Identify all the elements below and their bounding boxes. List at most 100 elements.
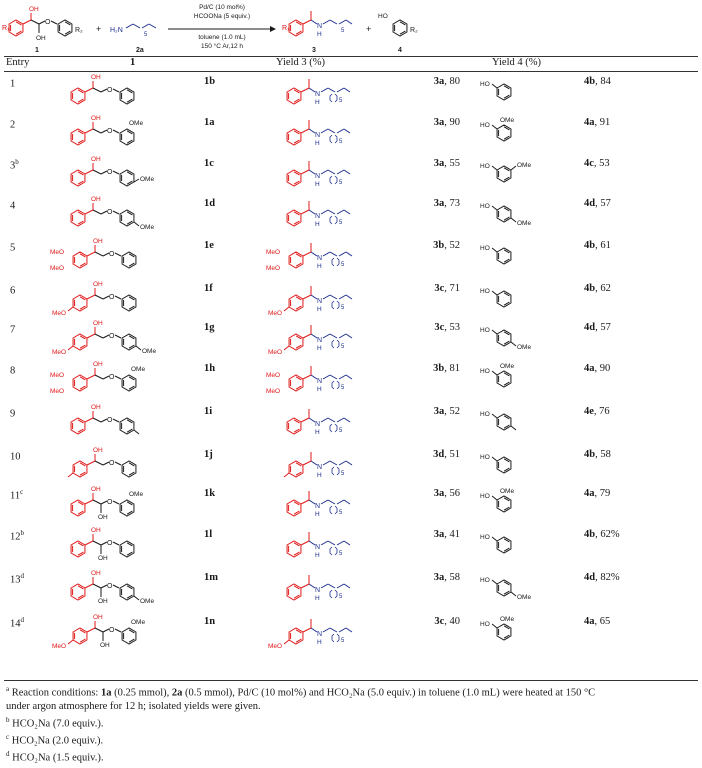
substrate-structure: MeO MeO OH O bbox=[50, 238, 137, 272]
table-row: 11c 1k 3a, 56 4a, 79 bbox=[0, 484, 702, 524]
atom-label: R₁ bbox=[282, 25, 290, 32]
atom-label: H bbox=[317, 31, 322, 38]
atom-label: 5 bbox=[339, 551, 343, 557]
atom-label: MeO bbox=[266, 249, 280, 256]
table-row: 5 1e 3b, 52 4b, 61 bbox=[0, 236, 702, 276]
atom-label: 4 bbox=[398, 47, 402, 54]
substrate-label: 1m bbox=[204, 572, 218, 583]
atom-label: OH bbox=[91, 486, 101, 493]
substrate-label: 1i bbox=[204, 406, 213, 417]
atom-label: HO bbox=[480, 122, 490, 129]
substrate-structure: OH O OMe bbox=[70, 115, 143, 146]
product-amine-structure: NH 5 bbox=[283, 452, 353, 479]
yield-4-cell: 4c, 53 bbox=[584, 158, 610, 169]
atom-label: O bbox=[109, 251, 115, 258]
substrate-label: 1f bbox=[204, 283, 213, 294]
product-amine-structure: NH 5 bbox=[286, 120, 351, 147]
product-amine-structure: NH 5 bbox=[286, 79, 351, 106]
atom-label: N bbox=[317, 631, 322, 638]
footnote-b: b HCO₂Na (7.0 equiv.). bbox=[6, 715, 104, 730]
atom-label: 5 bbox=[339, 510, 343, 516]
table-row: 10 1j 3d, 51 4b, 58 bbox=[0, 445, 702, 485]
product-phenol-structure: HO bbox=[480, 534, 512, 554]
atom-label: HO bbox=[480, 621, 490, 628]
atom-label: OH bbox=[93, 447, 103, 454]
atom-label: O bbox=[109, 333, 115, 340]
substrate-structure: MeO MeO OH O OMe bbox=[50, 361, 145, 395]
atom-label: OH bbox=[100, 642, 110, 649]
atom-label: HO bbox=[480, 368, 490, 375]
atom-label: R₁ bbox=[2, 25, 10, 32]
atom-label: HO bbox=[480, 245, 490, 252]
substrate-label: 1k bbox=[204, 488, 216, 499]
atom-label: HO bbox=[480, 81, 490, 88]
atom-label: 5 bbox=[341, 305, 345, 311]
atom-label: N bbox=[317, 255, 322, 262]
entry-cell: 6 bbox=[10, 285, 16, 297]
atom-label: OMe bbox=[500, 616, 514, 623]
atom-label: OMe bbox=[140, 224, 154, 231]
yield-4-cell: 4d, 57 bbox=[584, 322, 611, 333]
condition-text: 150 °C Ar,12 h bbox=[201, 42, 243, 50]
table-bottom-rule bbox=[4, 680, 698, 681]
entry-cell: 11c bbox=[10, 488, 24, 502]
atom-label: OH bbox=[29, 6, 39, 13]
atom-label: N bbox=[315, 544, 320, 551]
atom-label: H bbox=[315, 595, 320, 602]
yield-3-cell: 3a, 58 bbox=[433, 572, 460, 583]
atom-label: N bbox=[315, 587, 320, 594]
atom-label: OH bbox=[98, 598, 108, 605]
atom-label: 5 bbox=[339, 428, 343, 434]
atom-label: H bbox=[317, 639, 322, 646]
yield-3-cell: 3d, 51 bbox=[433, 449, 460, 460]
atom-label: OMe bbox=[500, 117, 514, 124]
atom-label: OH bbox=[91, 115, 101, 122]
entry-cell: 2 bbox=[10, 119, 16, 131]
atom-label: MeO bbox=[268, 349, 282, 356]
atom-label: 5 bbox=[341, 471, 345, 477]
product-phenol-structure: HO bbox=[480, 411, 517, 431]
atom-label: O bbox=[109, 460, 115, 467]
atom-label: OMe bbox=[500, 363, 514, 370]
product-amine-structure: MeO NH 5 bbox=[268, 619, 353, 650]
atom-label: OH bbox=[93, 281, 103, 288]
atom-label: MeO bbox=[50, 388, 64, 395]
atom-label: H bbox=[315, 99, 320, 106]
atom-label: OH bbox=[91, 156, 101, 163]
substrate-label: 1c bbox=[204, 158, 214, 169]
header-substrate: 1 bbox=[130, 57, 136, 68]
atom-label: N bbox=[315, 503, 320, 510]
atom-label: H bbox=[315, 221, 320, 228]
table-row: 1 1b 3a, 80 4b, 84 bbox=[0, 72, 702, 112]
atom-label: 5 bbox=[339, 180, 343, 186]
product-amine-structure: MeO MeO NH 5 bbox=[266, 243, 353, 272]
table-row: 2 1a 3a, 90 4a, 91 bbox=[0, 113, 702, 153]
product-amine-structure: MeO NH 5 bbox=[268, 325, 353, 356]
atom-label: H bbox=[315, 511, 320, 518]
atom-label: MeO bbox=[52, 310, 66, 317]
atom-label: 5 bbox=[339, 139, 343, 145]
atom-label: OH bbox=[93, 614, 103, 621]
header-entry: Entry bbox=[6, 57, 30, 68]
atom-label: MeO bbox=[50, 372, 64, 379]
entry-cell: 5 bbox=[10, 242, 16, 254]
product-phenol-structure: HO OMe bbox=[480, 117, 514, 142]
table-row: 14d 1n 3c, 40 4a, 65 bbox=[0, 612, 702, 652]
substrate-structure: OH OH O OMe bbox=[70, 486, 143, 521]
yield-3-cell: 3a, 56 bbox=[433, 488, 460, 499]
atom-label: H bbox=[317, 263, 322, 270]
atom-label: O bbox=[109, 627, 115, 634]
substrate-label: 1e bbox=[204, 240, 214, 251]
entry-cell: 13d bbox=[10, 572, 24, 586]
substrate-label: 1b bbox=[204, 76, 216, 87]
atom-label: MeO bbox=[50, 249, 64, 256]
product-amine-structure: NH 5 bbox=[286, 201, 351, 228]
atom-label: OH bbox=[93, 361, 103, 368]
atom-label: O bbox=[107, 209, 113, 216]
yield-4-cell: 4a, 65 bbox=[584, 616, 611, 627]
product-amine-structure: MeO NH 5 bbox=[268, 286, 353, 317]
footnote-c: c HCO₂Na (2.0 equiv.). bbox=[6, 732, 104, 747]
atom-label: MeO bbox=[52, 643, 66, 650]
atom-label: OMe bbox=[517, 162, 531, 169]
product-phenol-structure: HO OMe bbox=[480, 162, 531, 183]
